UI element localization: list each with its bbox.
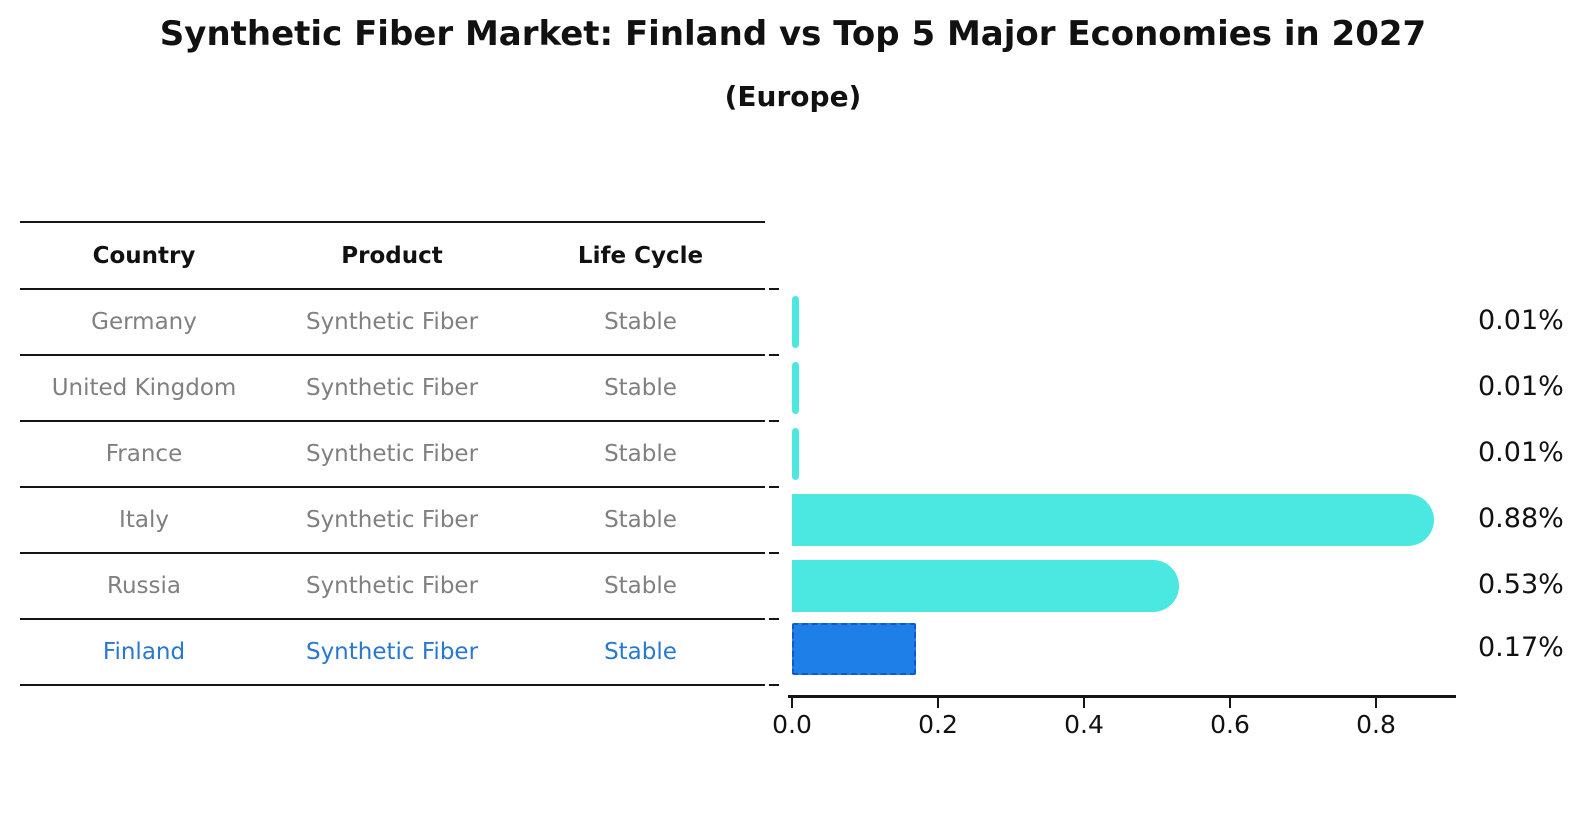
- table-row-separator: [20, 420, 765, 422]
- table-row-separator: [20, 618, 765, 620]
- cell-life-cycle: Stable: [604, 639, 677, 665]
- x-axis-line: [788, 695, 1456, 698]
- value-label: 0.17%: [1478, 632, 1564, 663]
- column-header-country: Country: [92, 243, 196, 269]
- bar-france: [792, 428, 799, 480]
- y-axis-tick: [769, 618, 779, 620]
- value-label: 0.01%: [1478, 371, 1564, 402]
- column-header-product: Product: [341, 243, 443, 269]
- table-header-row: Country Product Life Cycle: [20, 238, 765, 274]
- cell-life-cycle: Stable: [604, 309, 677, 335]
- bar-italy: [792, 494, 1434, 546]
- table-row: United Kingdom Synthetic Fiber Stable: [20, 370, 765, 406]
- cell-product: Synthetic Fiber: [305, 375, 479, 401]
- bar-united-kingdom: [792, 362, 799, 414]
- table-header-separator: [20, 288, 765, 290]
- x-axis-tick-label: 0.4: [1064, 710, 1104, 739]
- cell-product: Synthetic Fiber: [305, 573, 479, 599]
- chart-title: Synthetic Fiber Market: Finland vs Top 5…: [159, 14, 1427, 54]
- y-axis-tick: [769, 684, 779, 686]
- cell-product: Synthetic Fiber: [305, 507, 479, 533]
- x-axis-tick: [1083, 698, 1085, 708]
- x-axis-tick: [937, 698, 939, 708]
- cell-product: Synthetic Fiber: [305, 639, 479, 665]
- cell-country: Italy: [119, 507, 169, 533]
- cell-life-cycle: Stable: [604, 441, 677, 467]
- bar-germany: [792, 296, 799, 348]
- table-row: France Synthetic Fiber Stable: [20, 436, 765, 472]
- bar-russia: [792, 560, 1179, 612]
- cell-country: Russia: [107, 573, 181, 599]
- table-row-separator: [20, 354, 765, 356]
- cell-life-cycle: Stable: [604, 573, 677, 599]
- value-label: 0.88%: [1478, 503, 1564, 534]
- cell-life-cycle: Stable: [604, 507, 677, 533]
- cell-country: Finland: [102, 639, 186, 665]
- y-axis-tick: [769, 552, 779, 554]
- cell-country: France: [105, 441, 183, 467]
- value-label: 0.01%: [1478, 305, 1564, 336]
- value-label: 0.01%: [1478, 437, 1564, 468]
- x-axis-tick: [791, 698, 793, 708]
- table-row: Germany Synthetic Fiber Stable: [20, 304, 765, 340]
- x-axis-tick: [1229, 698, 1231, 708]
- x-axis-tick-label: 0.8: [1356, 710, 1396, 739]
- cell-country: Germany: [91, 309, 197, 335]
- y-axis-tick: [769, 288, 779, 290]
- cell-product: Synthetic Fiber: [305, 441, 479, 467]
- cell-country: United Kingdom: [51, 375, 237, 401]
- y-axis-tick: [769, 354, 779, 356]
- x-axis-tick-label: 0.0: [772, 710, 812, 739]
- table-row-separator: [20, 486, 765, 488]
- y-axis-tick: [769, 420, 779, 422]
- table-border-top: [20, 221, 765, 223]
- bar-finland-highlight: [792, 623, 916, 675]
- table-row: Italy Synthetic Fiber Stable: [20, 502, 765, 538]
- x-axis-tick-label: 0.6: [1210, 710, 1250, 739]
- column-header-life-cycle: Life Cycle: [577, 243, 704, 269]
- y-axis-tick: [769, 486, 779, 488]
- cell-life-cycle: Stable: [604, 375, 677, 401]
- table-border-bottom: [20, 684, 765, 686]
- x-axis-tick-label: 0.2: [918, 710, 958, 739]
- value-label: 0.53%: [1478, 569, 1564, 600]
- table-row-highlight-finland: Finland Synthetic Fiber Stable: [20, 634, 765, 670]
- table-row-separator: [20, 552, 765, 554]
- table-row: Russia Synthetic Fiber Stable: [20, 568, 765, 604]
- x-axis-tick: [1375, 698, 1377, 708]
- chart-subtitle: (Europe): [724, 80, 862, 113]
- cell-product: Synthetic Fiber: [305, 309, 479, 335]
